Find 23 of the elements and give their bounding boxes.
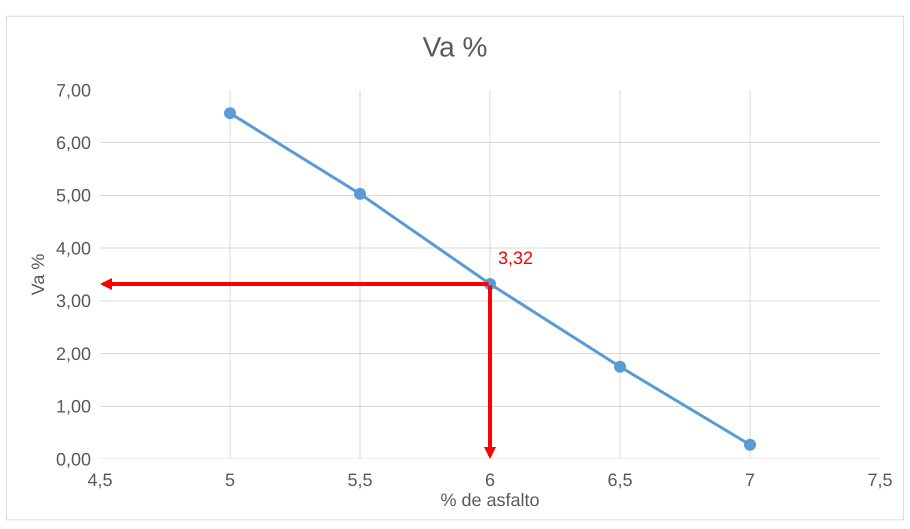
x-tick-label: 4,5	[87, 470, 113, 490]
y-tick-label: 5,00	[56, 186, 91, 206]
y-tick-label: 4,00	[56, 238, 91, 258]
y-tick-label: 6,00	[56, 133, 91, 154]
y-tick-label: 3,00	[56, 291, 91, 312]
y-tick-label: 1,00	[56, 396, 91, 417]
y-tick-label: 7,00	[56, 80, 91, 100]
x-tick-label: 6,5	[607, 470, 633, 490]
chart-title: Va %	[422, 32, 488, 63]
point	[614, 360, 626, 373]
y-tick-label: 2,00	[56, 344, 91, 364]
y-axis-title: Va %	[28, 254, 48, 296]
y-tick-label: 0,00	[56, 449, 91, 470]
x-axis-title: % de asfalto	[440, 490, 540, 510]
x-tick-label: 5	[224, 470, 236, 490]
x-tick-label: 6	[484, 470, 496, 490]
x-tick-label: 7	[744, 470, 756, 490]
point	[354, 188, 366, 200]
x-tick-label: 7,5	[867, 470, 893, 490]
point	[744, 438, 756, 451]
x-tick-label: 5,5	[347, 470, 373, 490]
point	[224, 107, 236, 120]
annotation: 3,32	[498, 248, 534, 268]
